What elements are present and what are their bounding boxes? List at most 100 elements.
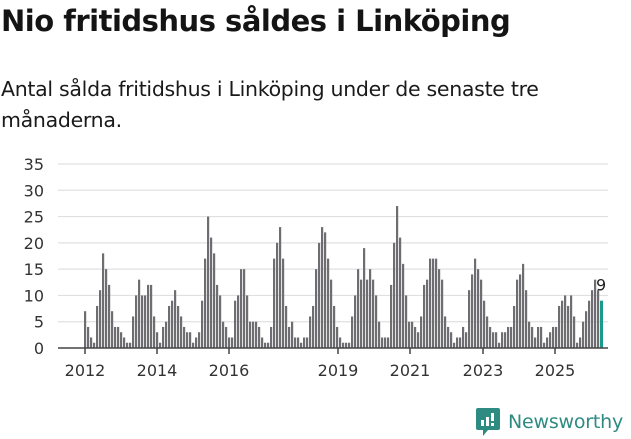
bar: [483, 300, 486, 348]
bar: [177, 305, 180, 348]
bar: [516, 279, 519, 348]
x-tick-label: 2019: [318, 361, 359, 380]
bar: [138, 279, 141, 348]
bar: [195, 337, 198, 348]
bar: [342, 342, 345, 348]
bar: [366, 279, 369, 348]
bar: [132, 316, 135, 348]
bar: [492, 332, 495, 348]
bar: [183, 326, 186, 348]
bar: [96, 305, 99, 348]
bar: [471, 274, 474, 348]
bar: [237, 295, 240, 348]
bar: [288, 326, 291, 348]
bar: [225, 326, 228, 348]
bar: [270, 326, 273, 348]
bar: [123, 337, 126, 348]
bar: [249, 321, 252, 348]
bar: [453, 342, 456, 348]
bar: [348, 342, 351, 348]
y-tick-label: 5: [34, 313, 44, 332]
bar: [447, 326, 450, 348]
bar: [114, 326, 117, 348]
bar: [129, 342, 132, 348]
bar: [276, 242, 279, 348]
bar: [213, 253, 216, 348]
bar: [153, 316, 156, 348]
bar: [456, 337, 459, 348]
chart-subtitle: Antal sålda fritidshus i Linköping under…: [1, 77, 539, 132]
bar: [486, 316, 489, 348]
bar: [423, 284, 426, 348]
bar-chart: 0 5 10 15 20 25 30 35 9 2012 2014 2016 2019 2021 2023 2…: [0, 150, 631, 390]
bar: [519, 274, 522, 348]
bar: [189, 332, 192, 348]
bar: [372, 279, 375, 348]
bar: [144, 295, 147, 348]
bar: [528, 321, 531, 348]
bar: [165, 321, 168, 348]
bar: [384, 337, 387, 348]
bar: [591, 290, 594, 348]
bar: [564, 295, 567, 348]
bar: [462, 326, 465, 348]
bar: [435, 258, 438, 348]
bar: [351, 316, 354, 348]
x-tick-label: 2021: [390, 361, 431, 380]
bar: [264, 342, 267, 348]
y-tick-label: 20: [24, 234, 44, 253]
bar: [552, 326, 555, 348]
bar: [375, 295, 378, 348]
bar: [333, 305, 336, 348]
bar: [150, 284, 153, 348]
bar: [222, 321, 225, 348]
bar: [588, 300, 591, 348]
bar: [174, 290, 177, 348]
y-tick-label: 35: [24, 155, 44, 174]
bar: [540, 326, 543, 348]
bar: [507, 326, 510, 348]
bar: [501, 332, 504, 348]
bar: [87, 326, 90, 348]
bar: [324, 232, 327, 348]
bar: [339, 337, 342, 348]
bar: [477, 269, 480, 348]
bar: [345, 342, 348, 348]
bar: [543, 342, 546, 348]
bar: [585, 311, 588, 348]
bar-latest: [600, 300, 603, 348]
bar: [291, 321, 294, 348]
bar: [171, 300, 174, 348]
bar: [426, 279, 429, 348]
bar: [402, 263, 405, 348]
bar: [282, 258, 285, 348]
bar: [186, 332, 189, 348]
bar: [438, 269, 441, 348]
bar: [201, 300, 204, 348]
bar: [468, 290, 471, 348]
bar: [261, 337, 264, 348]
bar: [405, 295, 408, 348]
chart-title: Nio fritidshus såldes i Linköping: [1, 4, 511, 38]
bar: [432, 258, 435, 348]
bar: [399, 237, 402, 348]
bar: [327, 258, 330, 348]
bar: [549, 332, 552, 348]
bar: [111, 311, 114, 348]
bar: [510, 326, 513, 348]
bar: [576, 342, 579, 348]
bar: [258, 326, 261, 348]
bar: [561, 300, 564, 348]
bar: [411, 321, 414, 348]
bar: [219, 295, 222, 348]
bar: [489, 326, 492, 348]
bar: [531, 326, 534, 348]
bar: [498, 342, 501, 348]
bar: [162, 326, 165, 348]
bar: [255, 321, 258, 348]
bar: [210, 237, 213, 348]
bar: [381, 337, 384, 348]
bar: [204, 258, 207, 348]
x-tick-label: 2023: [463, 361, 504, 380]
